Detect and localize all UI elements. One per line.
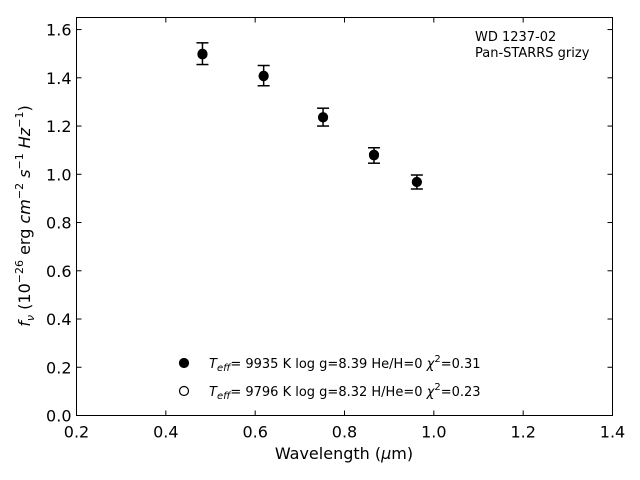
x-tick-label: 0.4: [153, 423, 178, 442]
x-tick-label: 0.8: [332, 423, 357, 442]
x-tick-label: 1.4: [600, 423, 625, 442]
y-tick-label: 0.4: [46, 310, 71, 329]
y-tick-label: 0.8: [46, 214, 71, 233]
data-point: [258, 70, 269, 81]
y-tick-label: 0.6: [46, 262, 71, 281]
data-point: [318, 112, 329, 123]
annotation-line-1: WD 1237-02: [475, 30, 556, 45]
x-axis: 0.2 0.4 0.6 0.8 1.0 1.2 1.4: [64, 17, 625, 442]
legend: Teff= 9935 K log g=8.39 He/H=0 χ2=0.31 Te…: [178, 354, 481, 402]
plot-area: [76, 17, 613, 416]
y-axis: 0.0 0.2 0.4 0.6 0.8 1.0 1.2 1.4 1.6: [46, 21, 613, 426]
data-point: [197, 48, 208, 59]
y-tick-label: 0.2: [46, 358, 71, 377]
y-tick-label: 0.0: [46, 407, 71, 426]
legend-marker: [178, 385, 190, 397]
legend-entry: Teff= 9796 K log g=8.32 H/He=0 χ2=0.23: [209, 382, 481, 402]
data-point: [368, 150, 379, 161]
x-tick-label: 1.0: [421, 423, 446, 442]
x-tick-label: 1.2: [510, 423, 535, 442]
y-axis-label: fν (10−26 erg cm−2 s−1 Hz−1): [13, 105, 37, 326]
data-points: [196, 42, 423, 190]
annotation-line-2: Pan-STARRS grizy: [475, 46, 590, 61]
x-tick-label: 0.6: [242, 423, 267, 442]
data-point: [411, 177, 422, 188]
x-axis-label: Wavelength (μm): [275, 444, 413, 463]
y-tick-label: 1.0: [46, 165, 71, 184]
legend-entry: Teff= 9935 K log g=8.39 He/H=0 χ2=0.31: [209, 354, 481, 374]
y-tick-label: 1.4: [46, 69, 71, 88]
y-tick-label: 1.6: [46, 21, 71, 40]
x-tick-label: 0.2: [64, 423, 89, 442]
y-tick-label: 1.2: [46, 117, 71, 136]
legend-marker: [178, 357, 190, 369]
